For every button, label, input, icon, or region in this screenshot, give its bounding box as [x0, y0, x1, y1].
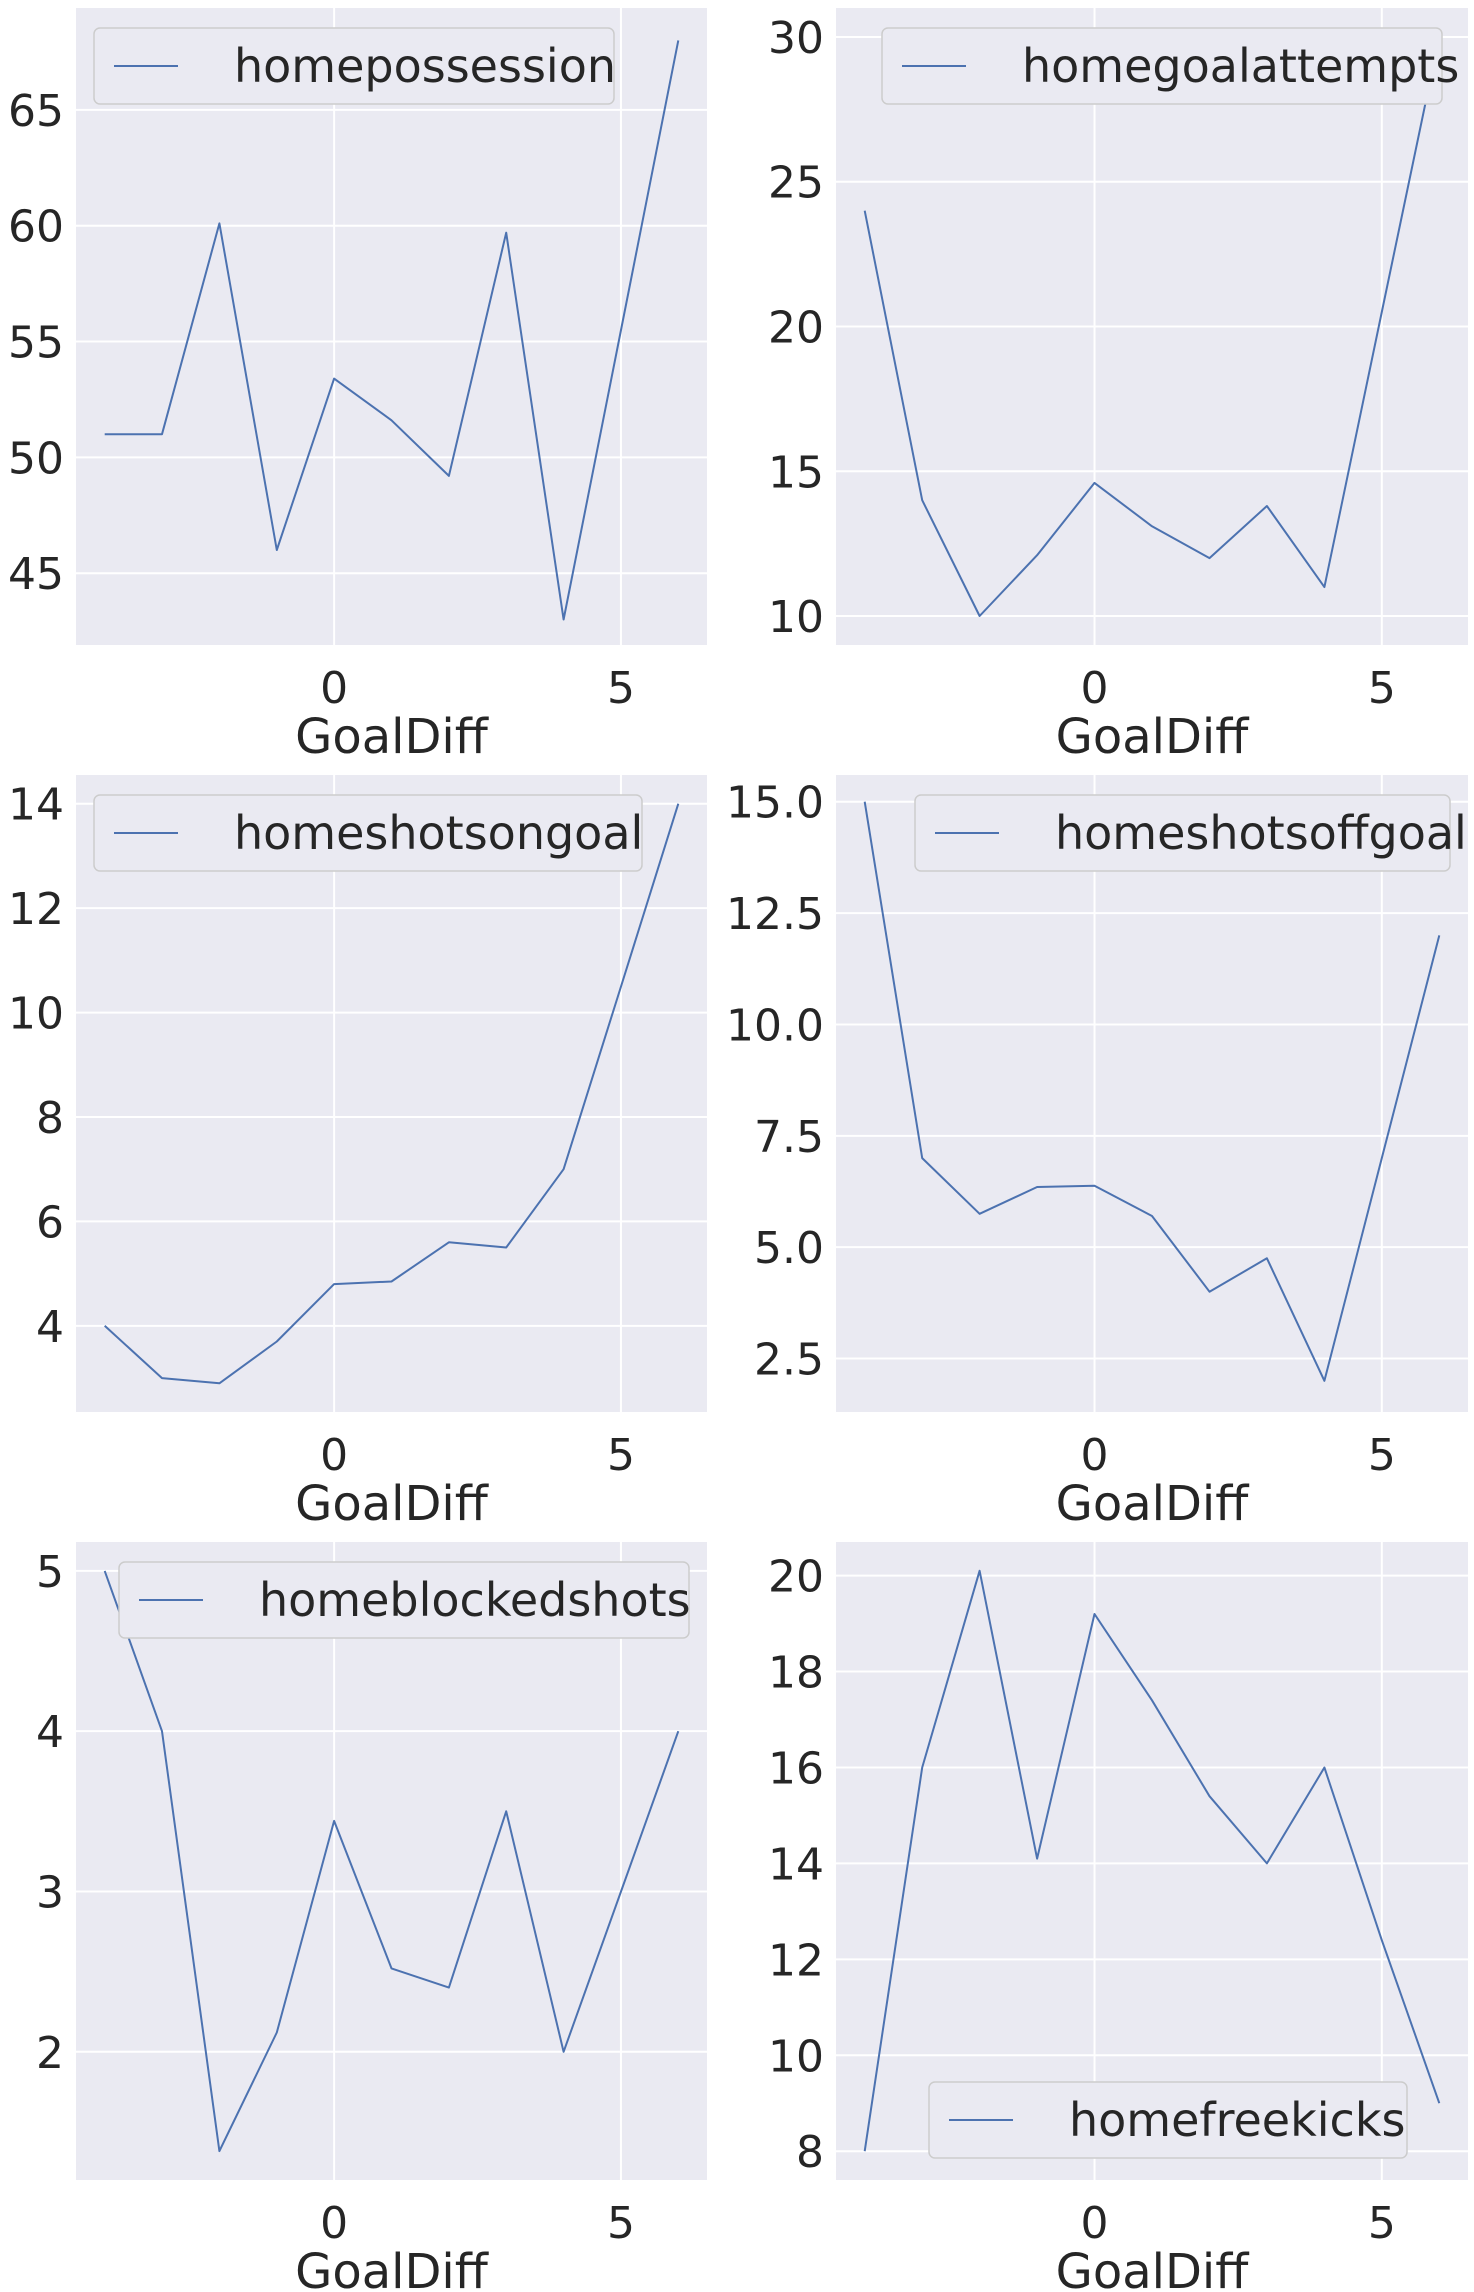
plot-area	[76, 775, 707, 1412]
legend-box	[118, 1561, 690, 1639]
x-tick-label: 5	[607, 2198, 635, 2249]
chart-panel-1: 45 50 55 60 65 0 5 GoalDiff homepossession	[8, 8, 707, 765]
legend-box	[914, 794, 1451, 872]
series-line-homeblockedshots	[103, 1570, 680, 2153]
legend: homefreekicks	[928, 2081, 1408, 2159]
y-tick-label: 10	[768, 592, 824, 643]
y-tick-label: 8	[36, 1093, 64, 1144]
series-line-homeshotsongoal	[104, 803, 680, 1385]
y-tick-label: 5	[36, 1547, 64, 1598]
legend-entry: homeshotsongoal	[234, 806, 643, 860]
y-tick-label: 15	[768, 447, 824, 498]
legend-box	[928, 2081, 1408, 2159]
legend-entry: homegoalattempts	[1022, 39, 1459, 93]
legend-box	[881, 27, 1443, 105]
plot-area	[76, 1542, 707, 2180]
x-axis-label: GoalDiff	[295, 2244, 489, 2292]
plot-area	[836, 1542, 1468, 2180]
y-tick-label: 16	[768, 1743, 824, 1794]
y-tick-label: 6	[36, 1197, 64, 1248]
y-tick-label: 2	[36, 2028, 64, 2079]
chart-panel-5: 2 3 4 5 0 5 GoalDiff homeblockedshots	[36, 1542, 707, 2292]
y-tick-label: 5.0	[754, 1223, 824, 1274]
y-tick-label: 30	[768, 13, 824, 64]
x-tick-label: 5	[1368, 1430, 1396, 1481]
legend-entry: homeshotsoffgoal	[1055, 806, 1467, 860]
y-tick-label: 2.5	[754, 1335, 824, 1386]
legend: homeblockedshots	[118, 1561, 691, 1639]
y-tick-label: 14	[8, 780, 64, 831]
x-axis-label: GoalDiff	[295, 709, 489, 765]
y-tick-label: 12	[768, 1935, 824, 1986]
y-tick-label: 12.5	[726, 889, 824, 940]
legend-entry: homepossession	[234, 39, 616, 93]
legend: homeshotsoffgoal	[914, 794, 1467, 872]
y-tick-label: 20	[768, 1552, 824, 1603]
legend-box	[93, 27, 615, 105]
series-line-homeshotsoffgoal	[863, 801, 1441, 1382]
series-line-homegoalattempts	[863, 36, 1441, 617]
y-tick-label: 60	[8, 202, 64, 253]
y-tick-label: 50	[8, 433, 64, 484]
y-tick-label: 45	[8, 549, 64, 600]
y-tick-label: 4	[36, 1302, 64, 1353]
plot-area	[76, 8, 707, 645]
chart-panel-4: 2.5 5.0 7.5 10.0 12.5 15.0 0 5 GoalDiff homeshots…	[726, 775, 1468, 1532]
x-axis-label: GoalDiff	[1056, 709, 1250, 765]
y-tick-label: 18	[768, 1648, 824, 1699]
x-tick-label: 5	[1368, 2198, 1396, 2249]
plot-area	[836, 775, 1468, 1412]
x-tick-label: 0	[1081, 2198, 1109, 2249]
x-tick-label: 0	[320, 1430, 348, 1481]
y-tick-label: 10.0	[726, 1000, 824, 1051]
x-tick-label: 0	[1081, 1430, 1109, 1481]
x-axis-label: GoalDiff	[1056, 1476, 1250, 1532]
x-axis-label: GoalDiff	[295, 1476, 489, 1532]
chart-panel-2: 10 15 20 25 30 0 5 GoalDiff homegoalattempts	[768, 8, 1468, 765]
y-tick-label: 8	[796, 2127, 824, 2178]
x-tick-label: 5	[607, 663, 635, 714]
y-tick-label: 12	[8, 884, 64, 935]
legend-entry: homeblockedshots	[259, 1573, 691, 1627]
y-tick-label: 65	[8, 86, 64, 137]
legend: homepossession	[93, 27, 616, 105]
x-tick-label: 0	[1081, 663, 1109, 714]
chart-panel-3: 4 6 8 10 12 14 0 5 GoalDiff homeshotsongoal	[8, 775, 707, 1532]
y-tick-label: 7.5	[754, 1112, 824, 1163]
x-tick-label: 5	[607, 1430, 635, 1481]
y-tick-label: 15.0	[726, 778, 824, 829]
y-tick-label: 20	[768, 303, 824, 354]
legend-box	[93, 794, 643, 872]
y-tick-label: 25	[768, 158, 824, 209]
y-tick-label: 4	[36, 1707, 64, 1758]
y-tick-label: 10	[768, 2031, 824, 2082]
legend-entry: homefreekicks	[1069, 2093, 1405, 2147]
series-line-homepossession	[104, 40, 680, 621]
y-tick-label: 55	[8, 318, 64, 369]
y-tick-label: 14	[768, 1839, 824, 1890]
legend: homegoalattempts	[881, 27, 1459, 105]
x-tick-label: 5	[1368, 663, 1396, 714]
x-axis-label: GoalDiff	[1056, 2244, 1250, 2292]
y-tick-label: 3	[36, 1867, 64, 1918]
x-tick-label: 0	[320, 663, 348, 714]
series-line-homefreekicks	[863, 1569, 1441, 2152]
legend: homeshotsongoal	[93, 794, 643, 872]
chart-panel-6: 8 10 12 14 16 18 20 0 5 GoalDiff homefreekicks	[768, 1542, 1468, 2292]
x-tick-label: 0	[320, 2198, 348, 2249]
y-tick-label: 10	[8, 989, 64, 1040]
